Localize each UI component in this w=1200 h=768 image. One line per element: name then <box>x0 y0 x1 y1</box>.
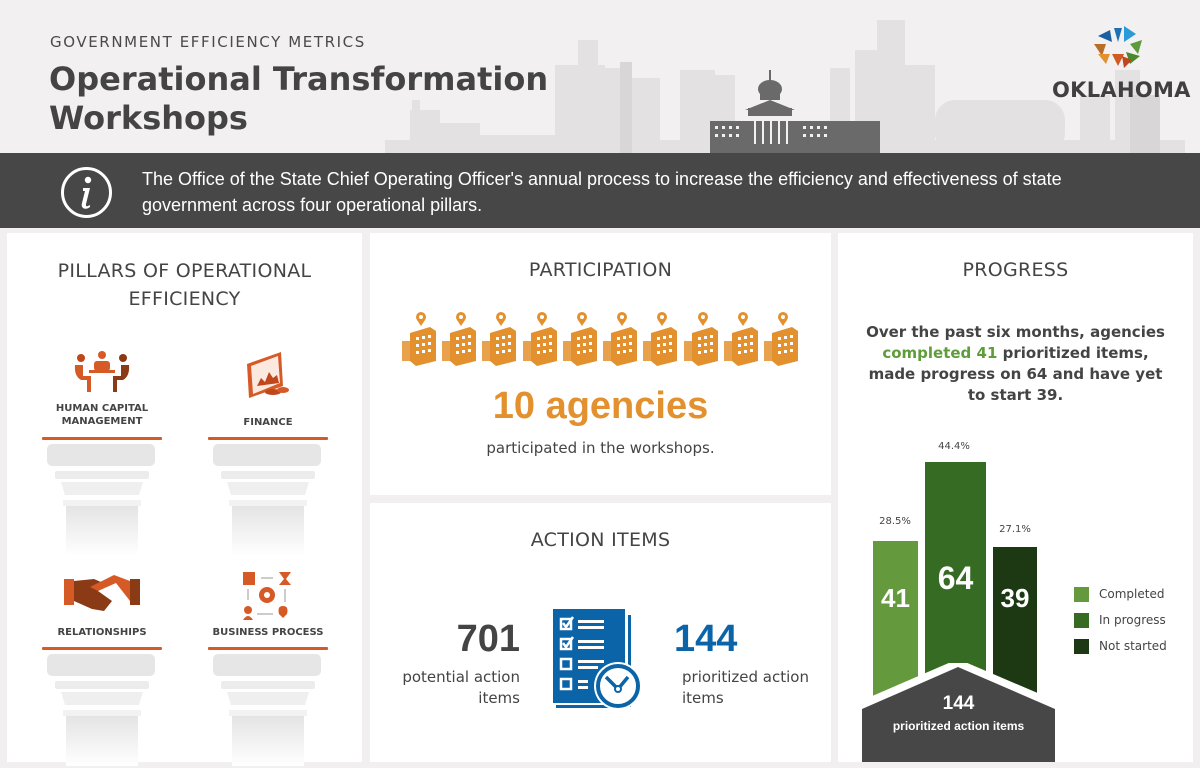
header: GOVERNMENT EFFICIENCY METRICS Operationa… <box>0 0 1200 153</box>
building-location-icon <box>482 312 517 366</box>
legend-item-in-progress: In progress <box>1074 607 1167 633</box>
legend-label: Completed <box>1099 587 1165 601</box>
building-location-icon <box>562 312 597 366</box>
finance-monitor-icon <box>247 352 289 398</box>
building-location-icon <box>763 312 798 366</box>
completed-percent: 28.5% <box>879 516 911 527</box>
progress-title: PROGRESS <box>962 259 1069 281</box>
action-items-title: ACTION ITEMS <box>530 529 671 551</box>
legend-item-completed: Completed <box>1074 581 1167 607</box>
agency-buildings-row <box>400 311 800 366</box>
pillar-label: FINANCE <box>243 417 293 428</box>
column-capital-illustration <box>47 444 155 556</box>
info-icon <box>61 167 112 218</box>
pillar-label: HUMAN CAPITAL MANAGEMENT <box>55 403 149 427</box>
oklahoma-star-logo-icon <box>1094 26 1142 68</box>
building-location-icon <box>442 312 477 366</box>
bar-value: 39 <box>1000 583 1030 613</box>
pillar-divider <box>208 437 328 440</box>
total-label: prioritized action items <box>892 719 1025 733</box>
building-location-icon <box>522 312 557 366</box>
pillars-panel: PILLARS OF OPERATIONAL EFFICIENCY HUMAN … <box>7 233 362 766</box>
legend-swatch <box>1074 586 1089 602</box>
pillars-title: PILLARS OF OPERATIONAL EFFICIENCY <box>57 260 312 310</box>
pillar-divider <box>42 437 162 440</box>
progress-summary-text: Over the past six months, agencies <box>866 323 1165 341</box>
action-items-panel: ACTION ITEMS 701 potential action items … <box>370 503 831 762</box>
progress-summary: Over the past six months, agencies compl… <box>858 322 1173 406</box>
potential-label: potential action items <box>402 668 520 707</box>
legend-item-not-started: Not started <box>1074 633 1167 659</box>
agencies-subtitle: participated in the workshops. <box>486 439 715 457</box>
banner-description: The Office of the State Chief Operating … <box>142 169 1062 215</box>
agencies-count: 10 agencies <box>492 385 709 427</box>
pillar-divider <box>208 647 328 650</box>
column-capital-illustration <box>213 654 321 766</box>
potential-count: 701 <box>456 618 520 660</box>
oklahoma-wordmark: OKLAHOMA <box>1052 78 1191 102</box>
building-location-icon <box>723 312 758 366</box>
handshake-icon <box>64 575 140 611</box>
not-started-percent: 27.1% <box>999 524 1031 535</box>
page-title: Operational Transformation Workshops <box>49 60 549 137</box>
legend-label: Not started <box>1099 639 1167 653</box>
bar-value: 41 <box>881 583 910 613</box>
progress-panel: PROGRESS Over the past six months, agenc… <box>838 233 1193 762</box>
bar-value: 64 <box>937 560 974 596</box>
process-gear-icon <box>243 572 291 620</box>
checklist-clock-icon <box>553 609 642 710</box>
participation-title: PARTICIPATION <box>528 259 673 281</box>
in-progress-percent: 44.4% <box>938 441 970 452</box>
building-location-icon <box>402 312 436 366</box>
prioritized-count: 144 <box>674 618 738 660</box>
prioritized-label: prioritized action items <box>682 668 809 707</box>
column-capital-illustration <box>213 444 321 556</box>
legend-swatch <box>1074 612 1089 628</box>
total-badge <box>860 663 1057 762</box>
building-location-icon <box>683 312 718 366</box>
chart-legend: Completed In progress Not started <box>1074 581 1167 659</box>
progress-summary-text: prioritized items, made progress on 64 a… <box>868 344 1163 404</box>
building-location-icon <box>603 312 638 366</box>
progress-summary-highlight: completed 41 <box>882 344 998 362</box>
pillar-divider <box>42 647 162 650</box>
pillar-label: BUSINESS PROCESS <box>212 627 324 638</box>
legend-label: In progress <box>1099 613 1166 627</box>
column-capital-illustration <box>47 654 155 766</box>
building-location-icon <box>643 312 678 366</box>
total-count: 144 <box>942 693 975 714</box>
pillar-label: RELATIONSHIPS <box>57 627 147 638</box>
page-kicker: GOVERNMENT EFFICIENCY METRICS <box>50 33 366 51</box>
meeting-people-icon <box>74 351 130 392</box>
legend-swatch <box>1074 638 1089 654</box>
participation-panel: PARTICIPATION 10 agencies participated i… <box>370 233 831 495</box>
city-skyline-illustration <box>385 20 1185 153</box>
info-banner: The Office of the State Chief Operating … <box>0 153 1200 228</box>
